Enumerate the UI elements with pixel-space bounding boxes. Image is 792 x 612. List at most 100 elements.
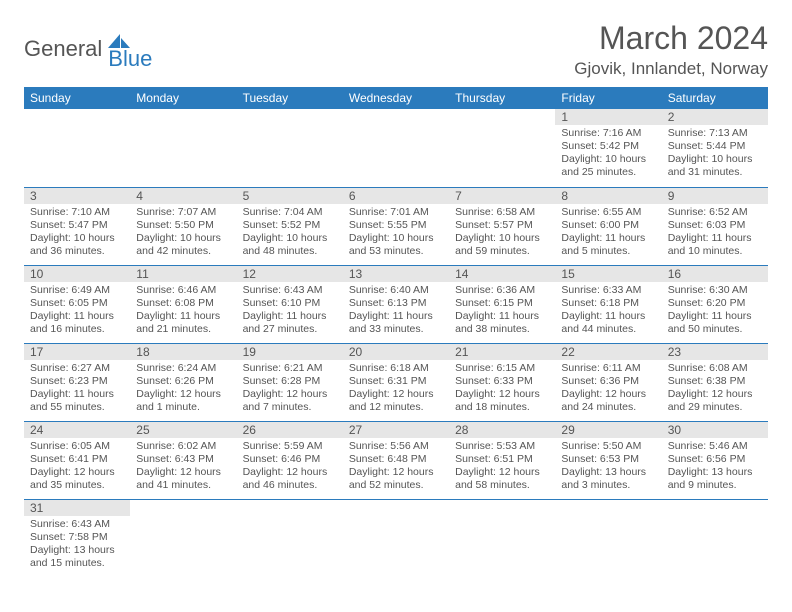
day-detail-line: Daylight: 11 hours xyxy=(136,310,230,323)
month-title: March 2024 xyxy=(574,20,768,57)
day-detail-line: and 59 minutes. xyxy=(455,245,549,258)
logo: General Blue xyxy=(24,26,152,72)
day-details: Sunrise: 6:36 AMSunset: 6:15 PMDaylight:… xyxy=(449,282,555,341)
day-detail-line: Daylight: 12 hours xyxy=(136,388,230,401)
day-detail-line: Sunset: 6:20 PM xyxy=(668,297,762,310)
day-detail-line: Daylight: 12 hours xyxy=(30,466,124,479)
day-number: 10 xyxy=(24,266,130,282)
day-detail-line: Sunset: 6:13 PM xyxy=(349,297,443,310)
calendar-week-row: 3Sunrise: 7:10 AMSunset: 5:47 PMDaylight… xyxy=(24,187,768,265)
day-detail-line: and 36 minutes. xyxy=(30,245,124,258)
day-detail-line: Daylight: 11 hours xyxy=(561,310,655,323)
day-detail-line: Sunset: 6:03 PM xyxy=(668,219,762,232)
calendar-day-cell: 11Sunrise: 6:46 AMSunset: 6:08 PMDayligh… xyxy=(130,265,236,343)
day-detail-line: Sunrise: 5:59 AM xyxy=(243,440,337,453)
day-detail-line: Sunrise: 7:04 AM xyxy=(243,206,337,219)
calendar-day-cell: 23Sunrise: 6:08 AMSunset: 6:38 PMDayligh… xyxy=(662,343,768,421)
weekday-header: Thursday xyxy=(449,87,555,109)
day-detail-line: and 3 minutes. xyxy=(561,479,655,492)
calendar-day-cell xyxy=(449,109,555,187)
calendar-day-cell: 21Sunrise: 6:15 AMSunset: 6:33 PMDayligh… xyxy=(449,343,555,421)
day-details: Sunrise: 6:24 AMSunset: 6:26 PMDaylight:… xyxy=(130,360,236,419)
day-detail-line: and 1 minute. xyxy=(136,401,230,414)
day-detail-line: Sunrise: 6:15 AM xyxy=(455,362,549,375)
day-detail-line: Sunset: 6:36 PM xyxy=(561,375,655,388)
calendar-day-cell: 1Sunrise: 7:16 AMSunset: 5:42 PMDaylight… xyxy=(555,109,661,187)
day-detail-line: Sunrise: 7:16 AM xyxy=(561,127,655,140)
calendar-week-row: 24Sunrise: 6:05 AMSunset: 6:41 PMDayligh… xyxy=(24,421,768,499)
weekday-header: Sunday xyxy=(24,87,130,109)
calendar-day-cell xyxy=(130,499,236,577)
day-details: Sunrise: 5:50 AMSunset: 6:53 PMDaylight:… xyxy=(555,438,661,497)
day-detail-line: and 24 minutes. xyxy=(561,401,655,414)
day-detail-line: Sunset: 6:05 PM xyxy=(30,297,124,310)
weekday-header: Tuesday xyxy=(237,87,343,109)
day-details: Sunrise: 6:18 AMSunset: 6:31 PMDaylight:… xyxy=(343,360,449,419)
day-detail-line: Sunrise: 6:08 AM xyxy=(668,362,762,375)
day-detail-line: Sunrise: 6:05 AM xyxy=(30,440,124,453)
day-detail-line: Sunrise: 6:30 AM xyxy=(668,284,762,297)
day-detail-line: Sunset: 6:48 PM xyxy=(349,453,443,466)
calendar-day-cell: 12Sunrise: 6:43 AMSunset: 6:10 PMDayligh… xyxy=(237,265,343,343)
day-detail-line: and 33 minutes. xyxy=(349,323,443,336)
day-detail-line: Daylight: 10 hours xyxy=(349,232,443,245)
day-detail-line: Daylight: 13 hours xyxy=(668,466,762,479)
day-detail-line: Sunrise: 6:36 AM xyxy=(455,284,549,297)
day-detail-line: Sunset: 5:52 PM xyxy=(243,219,337,232)
calendar-day-cell xyxy=(130,109,236,187)
day-details: Sunrise: 6:30 AMSunset: 6:20 PMDaylight:… xyxy=(662,282,768,341)
day-detail-line: Daylight: 10 hours xyxy=(668,153,762,166)
day-detail-line: Sunrise: 7:01 AM xyxy=(349,206,443,219)
day-details: Sunrise: 5:59 AMSunset: 6:46 PMDaylight:… xyxy=(237,438,343,497)
day-detail-line: Sunrise: 7:10 AM xyxy=(30,206,124,219)
day-detail-line: and 12 minutes. xyxy=(349,401,443,414)
day-detail-line: Daylight: 11 hours xyxy=(30,310,124,323)
day-number: 16 xyxy=(662,266,768,282)
day-detail-line: and 31 minutes. xyxy=(668,166,762,179)
calendar-day-cell xyxy=(555,499,661,577)
day-detail-line: Sunset: 5:55 PM xyxy=(349,219,443,232)
day-detail-line: Sunrise: 5:46 AM xyxy=(668,440,762,453)
calendar-day-cell xyxy=(343,109,449,187)
day-details: Sunrise: 7:04 AMSunset: 5:52 PMDaylight:… xyxy=(237,204,343,263)
day-number: 28 xyxy=(449,422,555,438)
calendar-day-cell xyxy=(449,499,555,577)
day-details: Sunrise: 6:27 AMSunset: 6:23 PMDaylight:… xyxy=(24,360,130,419)
day-detail-line: and 48 minutes. xyxy=(243,245,337,258)
day-number: 12 xyxy=(237,266,343,282)
day-number: 23 xyxy=(662,344,768,360)
day-detail-line: Daylight: 10 hours xyxy=(561,153,655,166)
day-detail-line: Daylight: 11 hours xyxy=(30,388,124,401)
day-detail-line: and 35 minutes. xyxy=(30,479,124,492)
day-detail-line: Daylight: 11 hours xyxy=(349,310,443,323)
logo-text-general: General xyxy=(24,36,102,62)
day-details: Sunrise: 6:58 AMSunset: 5:57 PMDaylight:… xyxy=(449,204,555,263)
day-detail-line: Daylight: 12 hours xyxy=(455,466,549,479)
day-detail-line: Sunset: 6:23 PM xyxy=(30,375,124,388)
day-detail-line: Sunrise: 5:53 AM xyxy=(455,440,549,453)
day-detail-line: Sunrise: 6:43 AM xyxy=(243,284,337,297)
header: General Blue March 2024 Gjovik, Innlande… xyxy=(24,20,768,79)
day-detail-line: Daylight: 11 hours xyxy=(668,232,762,245)
calendar-day-cell: 7Sunrise: 6:58 AMSunset: 5:57 PMDaylight… xyxy=(449,187,555,265)
day-details: Sunrise: 6:11 AMSunset: 6:36 PMDaylight:… xyxy=(555,360,661,419)
day-detail-line: Daylight: 10 hours xyxy=(455,232,549,245)
day-details: Sunrise: 7:01 AMSunset: 5:55 PMDaylight:… xyxy=(343,204,449,263)
day-detail-line: Sunset: 6:53 PM xyxy=(561,453,655,466)
day-detail-line: Daylight: 11 hours xyxy=(243,310,337,323)
day-detail-line: Sunrise: 6:33 AM xyxy=(561,284,655,297)
day-details: Sunrise: 6:46 AMSunset: 6:08 PMDaylight:… xyxy=(130,282,236,341)
day-number: 15 xyxy=(555,266,661,282)
day-details: Sunrise: 6:55 AMSunset: 6:00 PMDaylight:… xyxy=(555,204,661,263)
day-details: Sunrise: 7:13 AMSunset: 5:44 PMDaylight:… xyxy=(662,125,768,184)
day-details: Sunrise: 6:15 AMSunset: 6:33 PMDaylight:… xyxy=(449,360,555,419)
calendar-week-row: 10Sunrise: 6:49 AMSunset: 6:05 PMDayligh… xyxy=(24,265,768,343)
day-detail-line: Sunrise: 6:24 AM xyxy=(136,362,230,375)
day-number: 7 xyxy=(449,188,555,204)
day-detail-line: Sunrise: 6:02 AM xyxy=(136,440,230,453)
day-detail-line: Sunset: 6:08 PM xyxy=(136,297,230,310)
day-detail-line: Sunset: 5:42 PM xyxy=(561,140,655,153)
day-detail-line: Sunset: 5:50 PM xyxy=(136,219,230,232)
calendar-day-cell: 4Sunrise: 7:07 AMSunset: 5:50 PMDaylight… xyxy=(130,187,236,265)
day-detail-line: and 52 minutes. xyxy=(349,479,443,492)
